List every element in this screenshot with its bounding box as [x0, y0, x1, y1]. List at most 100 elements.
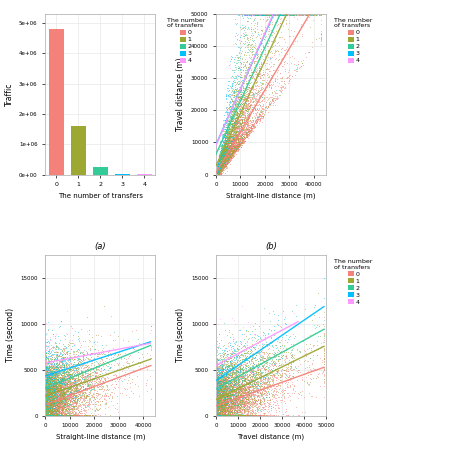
Point	[220, 401, 227, 409]
Point	[222, 160, 229, 167]
Point	[72, 384, 79, 391]
Point	[237, 86, 244, 94]
Point	[43, 378, 50, 386]
Point	[214, 167, 221, 175]
Point	[70, 412, 77, 419]
Point	[232, 146, 239, 154]
Point	[231, 412, 238, 419]
Point	[221, 347, 228, 355]
Point	[60, 383, 67, 390]
Point	[215, 387, 222, 394]
Point	[45, 385, 53, 392]
Point	[228, 140, 235, 147]
Point	[230, 138, 237, 146]
Point	[222, 147, 229, 155]
Point	[73, 399, 81, 406]
Point	[215, 164, 222, 171]
Point	[228, 149, 236, 157]
Point	[65, 385, 72, 392]
Point	[224, 396, 231, 404]
Point	[72, 377, 79, 384]
Point	[220, 153, 227, 160]
Point	[229, 144, 236, 151]
Point	[222, 412, 229, 419]
Point	[51, 399, 58, 407]
Point	[247, 392, 254, 399]
Point	[77, 403, 85, 411]
Point	[215, 170, 222, 178]
Point	[215, 159, 222, 167]
Point	[247, 395, 254, 403]
Point	[229, 382, 236, 389]
Point	[220, 138, 227, 146]
Point	[214, 410, 222, 417]
Point	[52, 412, 59, 419]
Point	[56, 402, 63, 409]
Point	[90, 381, 97, 389]
Point	[225, 134, 232, 141]
Point	[96, 386, 103, 393]
Point	[218, 148, 226, 155]
Point	[224, 92, 231, 100]
Point	[217, 158, 225, 165]
Point	[85, 405, 92, 412]
Point	[222, 371, 229, 378]
Point	[229, 410, 236, 418]
Point	[232, 412, 240, 419]
Point	[51, 392, 58, 400]
Point	[270, 97, 277, 104]
Point	[257, 353, 265, 361]
Point	[213, 365, 221, 373]
Point	[217, 164, 225, 171]
Point	[214, 169, 222, 176]
Point	[238, 365, 245, 372]
Point	[51, 389, 58, 396]
Point	[221, 150, 228, 158]
Point	[213, 164, 221, 172]
Point	[231, 90, 238, 97]
Point	[75, 356, 82, 364]
Point	[44, 377, 51, 384]
Point	[223, 404, 230, 411]
Point	[59, 403, 67, 410]
Point	[43, 406, 50, 413]
Point	[218, 169, 225, 176]
Point	[220, 146, 227, 153]
Point	[224, 149, 231, 157]
Point	[58, 378, 65, 386]
Point	[44, 378, 51, 386]
Point	[220, 158, 227, 165]
Point	[53, 375, 61, 383]
Point	[266, 73, 273, 81]
Point	[226, 412, 233, 419]
Point	[255, 366, 262, 374]
Point	[214, 164, 221, 172]
Point	[219, 410, 226, 418]
Point	[240, 401, 247, 408]
Point	[79, 371, 87, 378]
Point	[216, 163, 223, 170]
Point	[43, 383, 51, 391]
Point	[53, 372, 61, 379]
Point	[89, 333, 96, 340]
Point	[217, 391, 224, 398]
Point	[48, 398, 56, 405]
Point	[248, 114, 255, 121]
Point	[76, 361, 83, 369]
Point	[256, 356, 264, 363]
Point	[231, 400, 238, 407]
Point	[249, 88, 256, 96]
Point	[251, 61, 258, 68]
Point	[222, 411, 229, 418]
Point	[44, 371, 51, 379]
Point	[231, 398, 238, 406]
Point	[218, 382, 225, 389]
Point	[218, 167, 226, 174]
Point	[225, 135, 232, 143]
Point	[221, 158, 228, 165]
Point	[63, 397, 70, 405]
Point	[225, 386, 232, 393]
Point	[51, 412, 58, 419]
Point	[228, 134, 235, 141]
Point	[72, 380, 80, 388]
